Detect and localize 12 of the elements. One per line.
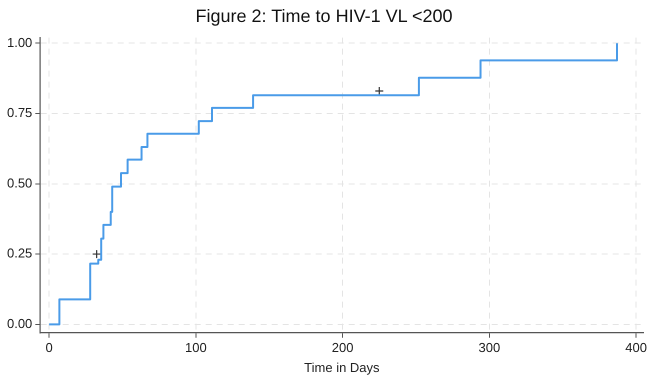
y-tick-label: 0.75 bbox=[6, 105, 32, 120]
x-tick-label: 0 bbox=[45, 340, 53, 356]
y-tick-label: 0.25 bbox=[6, 246, 32, 261]
x-tick-label: 300 bbox=[478, 340, 500, 356]
chart-title: Figure 2: Time to HIV-1 VL <200 bbox=[196, 6, 452, 26]
y-tick-label: 1.00 bbox=[6, 34, 32, 50]
y-tick-label: 0.00 bbox=[6, 316, 32, 331]
x-axis-title: Time in Days bbox=[304, 360, 380, 375]
y-tick-label: 0.50 bbox=[6, 175, 32, 190]
x-tick-label: 100 bbox=[185, 340, 207, 356]
x-tick-label: 200 bbox=[332, 340, 354, 356]
x-tick-label: 400 bbox=[625, 340, 647, 356]
